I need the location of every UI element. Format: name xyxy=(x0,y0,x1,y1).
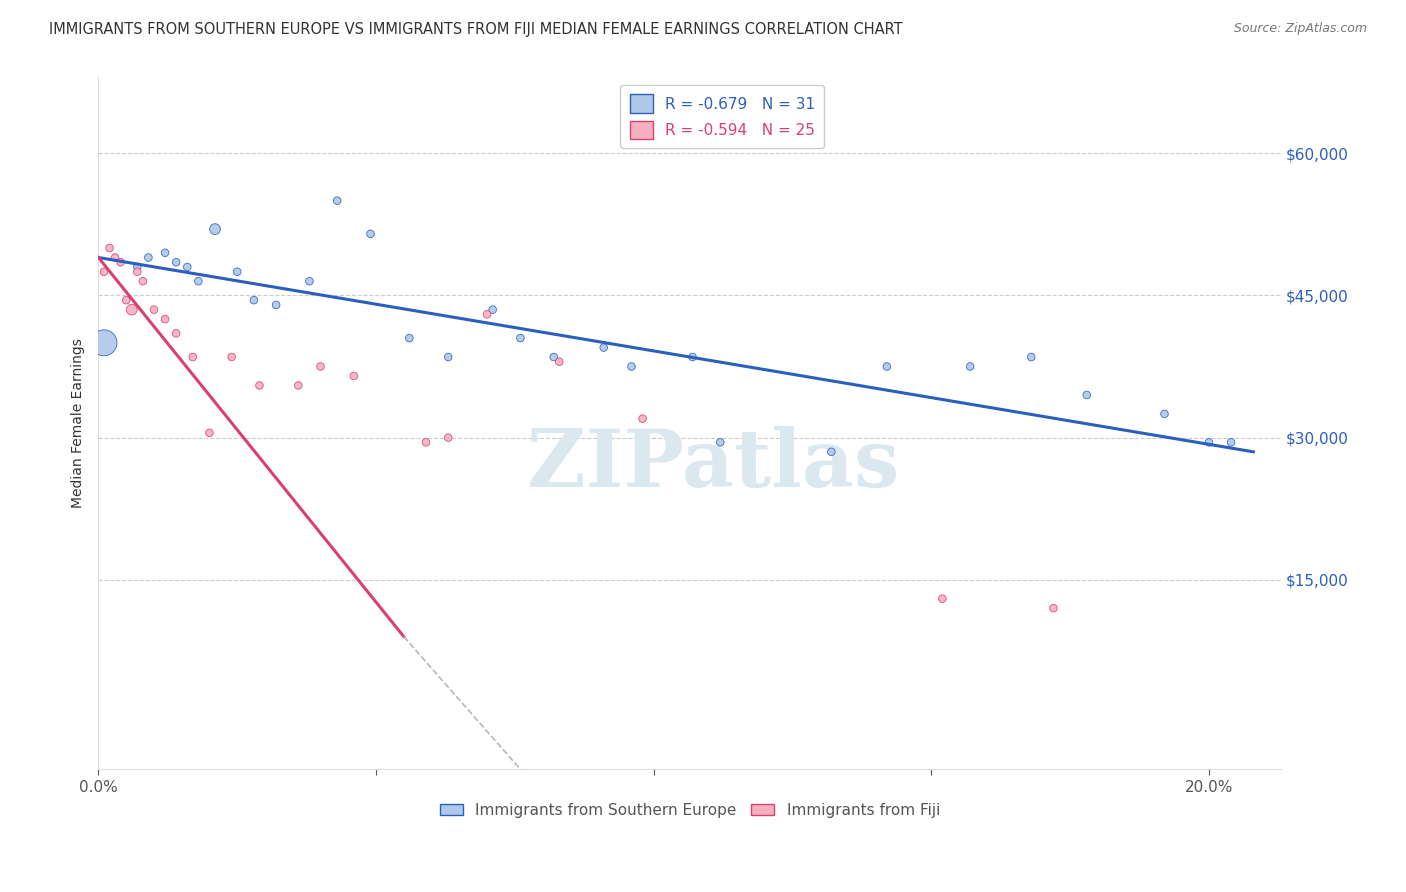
Point xyxy=(1220,435,1243,450)
Point xyxy=(509,331,531,345)
Point xyxy=(143,302,166,317)
Point xyxy=(127,265,149,279)
Point xyxy=(820,445,842,459)
Point xyxy=(437,350,460,364)
Point xyxy=(876,359,898,374)
Point xyxy=(326,194,349,208)
Point xyxy=(121,302,143,317)
Point xyxy=(110,255,132,269)
Point xyxy=(198,425,221,440)
Point xyxy=(115,293,138,308)
Point xyxy=(709,435,731,450)
Point xyxy=(592,341,614,355)
Point xyxy=(298,274,321,288)
Point xyxy=(959,359,981,374)
Point xyxy=(631,411,654,425)
Y-axis label: Median Female Earnings: Median Female Earnings xyxy=(72,338,86,508)
Text: Source: ZipAtlas.com: Source: ZipAtlas.com xyxy=(1233,22,1367,36)
Point xyxy=(93,335,115,350)
Point xyxy=(187,274,209,288)
Point xyxy=(243,293,266,308)
Point xyxy=(360,227,382,241)
Point xyxy=(620,359,643,374)
Point xyxy=(138,251,160,265)
Point xyxy=(204,222,226,236)
Point xyxy=(1042,601,1064,615)
Point xyxy=(682,350,704,364)
Point xyxy=(475,307,498,321)
Text: IMMIGRANTS FROM SOUTHERN EUROPE VS IMMIGRANTS FROM FIJI MEDIAN FEMALE EARNINGS C: IMMIGRANTS FROM SOUTHERN EUROPE VS IMMIG… xyxy=(49,22,903,37)
Point xyxy=(132,274,155,288)
Point xyxy=(548,355,571,369)
Point xyxy=(226,265,249,279)
Point xyxy=(181,350,204,364)
Point xyxy=(931,591,953,606)
Point xyxy=(437,431,460,445)
Point xyxy=(415,435,437,450)
Point xyxy=(1198,435,1220,450)
Point xyxy=(287,378,309,392)
Point xyxy=(98,241,121,255)
Point xyxy=(1019,350,1042,364)
Point xyxy=(481,302,503,317)
Point xyxy=(165,255,187,269)
Point xyxy=(309,359,332,374)
Point xyxy=(1153,407,1175,421)
Point xyxy=(127,260,149,274)
Point xyxy=(543,350,565,364)
Legend: Immigrants from Southern Europe, Immigrants from Fiji: Immigrants from Southern Europe, Immigra… xyxy=(433,797,946,824)
Point xyxy=(249,378,271,392)
Point xyxy=(153,245,176,260)
Point xyxy=(176,260,198,274)
Point xyxy=(221,350,243,364)
Text: ZIPatlas: ZIPatlas xyxy=(527,425,900,504)
Point xyxy=(165,326,187,341)
Point xyxy=(93,265,115,279)
Point xyxy=(104,251,127,265)
Point xyxy=(343,369,366,384)
Point xyxy=(153,312,176,326)
Point xyxy=(398,331,420,345)
Point xyxy=(264,298,287,312)
Point xyxy=(1076,388,1098,402)
